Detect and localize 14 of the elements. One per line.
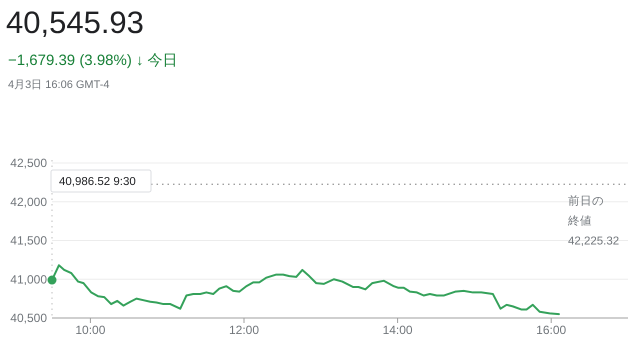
y-tick-label: 42,500 [10,156,48,170]
x-tick-label: 14:00 [382,323,413,337]
y-tick-label: 41,500 [10,234,48,248]
chart-title: 40,545.93 [6,5,144,40]
ref-line-label: 前日の終値 42,225.32 [567,194,620,248]
text: 4月3日 16:06 GMT-4 [8,79,110,91]
y-tick-label: 42,000 [10,194,48,209]
y-tick-label: 40,500 [10,311,48,325]
x-tick-label: 10:00 [75,323,106,337]
annotation: 40,986.52 9:30 [59,176,136,188]
y-tick-label: 41,000 [10,272,48,286]
x-tick-label: 12:00 [228,323,260,337]
x-tick-label: 16:00 [536,323,567,337]
chart-subtitle: −1,679.39 (3.98%) ↓ 今日 [8,52,178,69]
